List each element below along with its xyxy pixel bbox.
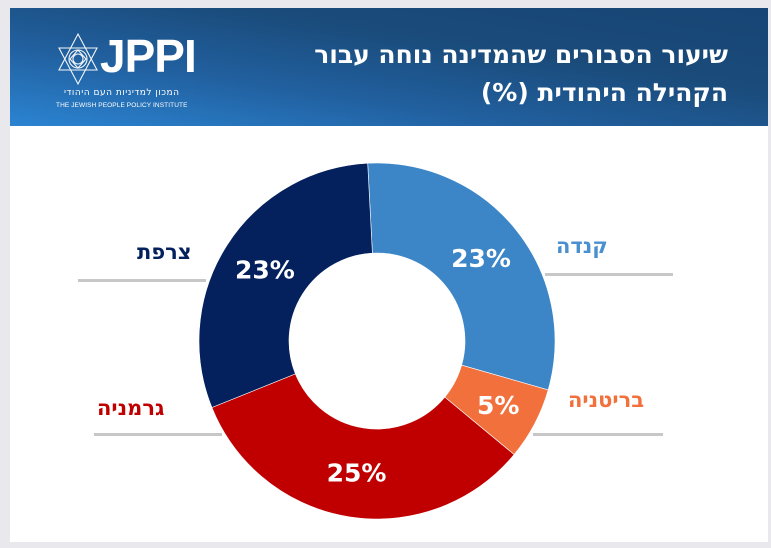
category-label-canada: קנדה: [556, 234, 608, 258]
data-label-germany: 25%: [327, 458, 387, 487]
logo-wordmark: JPPI: [100, 30, 197, 82]
category-label-france: צרפת: [137, 240, 192, 264]
donut-slice-canada: [367, 162, 556, 391]
callout-rule-britain: [533, 433, 663, 436]
logo-english-subtitle: THE JEWISH PEOPLE POLICY INSTITUTE: [56, 102, 188, 109]
callout-rule-germany: [94, 433, 222, 436]
category-label-britain: בריטניה: [568, 388, 645, 412]
chart-title-line-2: הקהילה היהודית (%): [480, 78, 728, 107]
chart-title-line-1: שיעור הסבורים שהמדינה נוחה עבור: [314, 40, 728, 69]
data-label-canada: 23%: [451, 244, 511, 273]
header-banner: JPPI המכון למדיניות העם היהודי THE JEWIS…: [10, 8, 768, 126]
donut-slice-germany: [211, 373, 515, 520]
data-label-britain: 5%: [477, 391, 519, 420]
star-of-david-icon: [58, 32, 98, 86]
callout-rule-canada: [545, 273, 673, 276]
jppi-logo: JPPI המכון למדיניות העם היהודי THE JEWIS…: [56, 30, 206, 112]
donut-slice-france: [198, 162, 373, 408]
callout-rule-france: [78, 279, 206, 282]
category-label-germany: גרמניה: [97, 396, 165, 420]
chart-title: שיעור הסבורים שהמדינה נוחה עבור הקהילה ה…: [268, 36, 728, 112]
logo-hebrew-subtitle: המכון למדיניות העם היהודי: [64, 88, 180, 98]
data-label-france: 23%: [235, 255, 295, 284]
